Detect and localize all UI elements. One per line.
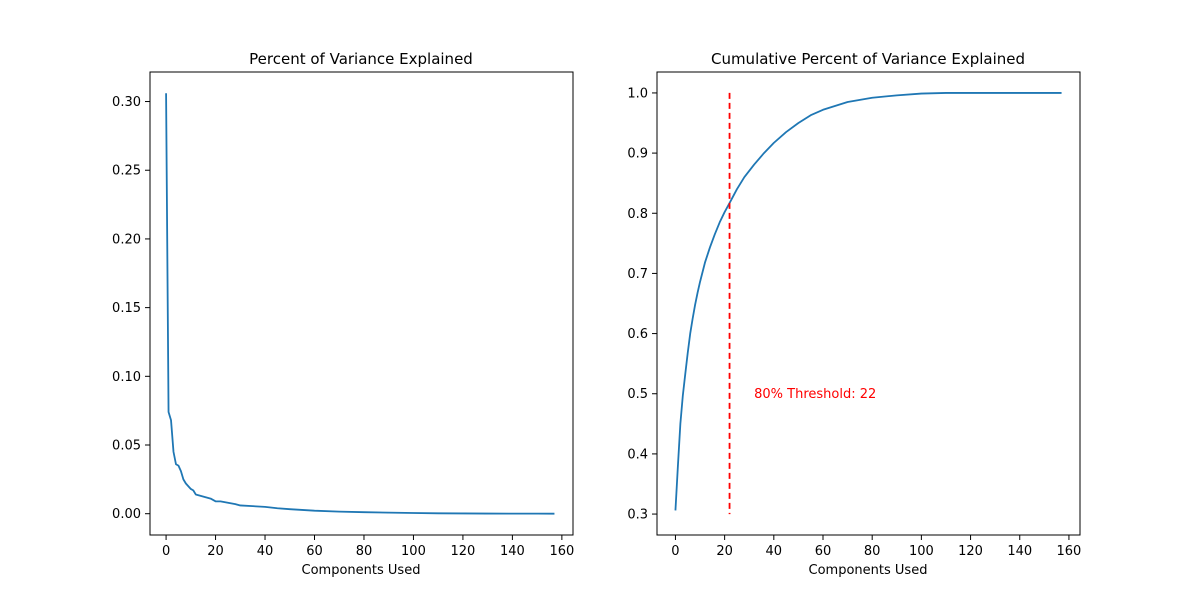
x-tick-label: 0 xyxy=(162,544,170,559)
y-tick-label: 0.9 xyxy=(627,147,648,162)
x-tick-label: 80 xyxy=(356,544,373,559)
x-axis-label: Components Used xyxy=(302,563,421,578)
series-line-0 xyxy=(165,93,555,515)
y-tick-label: 0.20 xyxy=(112,232,141,247)
y-tick-label: 0.8 xyxy=(627,207,648,222)
cumulative-variance-chart: Cumulative Percent of Variance Explained… xyxy=(627,50,1081,578)
series-layer xyxy=(674,92,1062,511)
series-line-0 xyxy=(674,92,1062,511)
y-tick-label: 0.10 xyxy=(112,370,141,385)
x-axis-ticks: 0 20 40 60 80 100 120 140 160 xyxy=(162,535,574,559)
x-tick-label: 120 xyxy=(958,544,983,559)
y-tick-label: 0.00 xyxy=(112,507,141,522)
x-tick-label: 160 xyxy=(549,544,574,559)
chart-title: Cumulative Percent of Variance Explained xyxy=(711,50,1025,68)
x-tick-label: 120 xyxy=(451,544,476,559)
y-tick-label: 0.4 xyxy=(627,447,648,462)
x-tick-label: 140 xyxy=(1007,544,1032,559)
y-tick-label: 0.6 xyxy=(627,327,648,342)
y-tick-label: 0.15 xyxy=(112,301,141,316)
x-tick-label: 80 xyxy=(864,544,881,559)
y-tick-label: 0.5 xyxy=(627,387,648,402)
plot-frame xyxy=(656,71,1081,536)
x-tick-label: 40 xyxy=(257,544,274,559)
series-layer xyxy=(165,93,555,515)
variance-chart: Percent of Variance Explained 0 20 40 60 80 1… xyxy=(112,50,574,578)
x-tick-label: 60 xyxy=(306,544,323,559)
x-tick-label: 0 xyxy=(671,544,679,559)
x-tick-label: 60 xyxy=(815,544,832,559)
y-axis-ticks: 0.00 0.05 0.10 0.15 0.20 0.25 0.30 xyxy=(112,95,150,522)
y-tick-label: 0.05 xyxy=(112,439,141,454)
plot-frame xyxy=(149,71,574,536)
x-tick-label: 140 xyxy=(500,544,525,559)
x-tick-label: 160 xyxy=(1057,544,1082,559)
x-axis-label: Components Used xyxy=(809,563,928,578)
x-tick-label: 20 xyxy=(207,544,224,559)
y-tick-label: 0.7 xyxy=(627,267,648,282)
x-tick-label: 40 xyxy=(766,544,783,559)
y-tick-label: 0.30 xyxy=(112,95,141,110)
x-tick-label: 100 xyxy=(401,544,426,559)
y-tick-label: 0.25 xyxy=(112,164,141,179)
threshold-annotation: 80% Threshold: 22 xyxy=(754,387,876,402)
chart-title: Percent of Variance Explained xyxy=(249,50,473,68)
y-tick-label: 1.0 xyxy=(627,86,648,101)
x-tick-label: 20 xyxy=(716,544,733,559)
y-tick-label: 0.3 xyxy=(627,508,648,523)
x-axis-ticks: 0 20 40 60 80 100 120 140 160 xyxy=(671,535,1081,559)
y-axis-ticks: 0.3 0.4 0.5 0.6 0.7 0.8 0.9 1.0 xyxy=(627,86,657,523)
x-tick-label: 100 xyxy=(909,544,934,559)
